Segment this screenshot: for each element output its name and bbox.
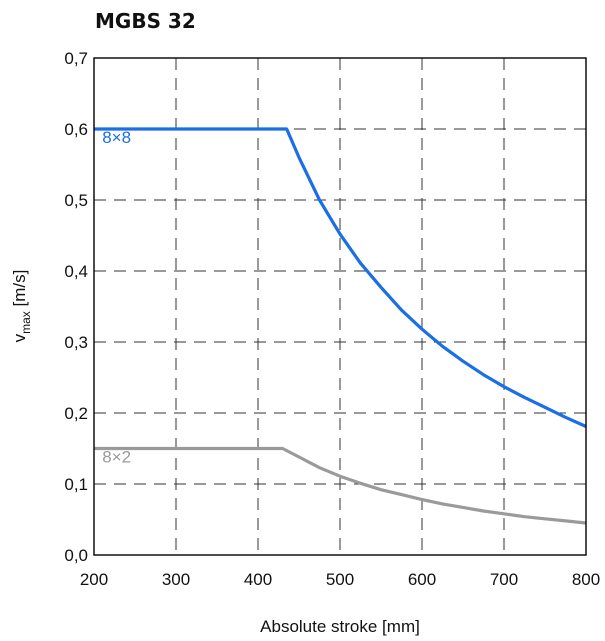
- y-tick-label: 0,5: [64, 191, 88, 210]
- series-group: [94, 127, 587, 525]
- x-tick-label: 800: [572, 570, 600, 589]
- series-line-8x8: [94, 127, 587, 428]
- series-label-8x8: 8×8: [102, 128, 131, 147]
- y-tick-label: 0,3: [64, 333, 88, 352]
- y-axis-label-unit: [m/s]: [10, 270, 29, 312]
- x-tick-label: 200: [80, 570, 108, 589]
- y-tick-labels: 0,0 0,1 0,2 0,3 0,4 0,5 0,6 0,7: [64, 49, 88, 565]
- x-tick-label: 500: [326, 570, 354, 589]
- chart-title: MGBS 32: [95, 9, 196, 33]
- x-tick-labels: 200 300 400 500 600 700 800: [80, 570, 600, 589]
- y-tick-label: 0,4: [64, 262, 88, 281]
- x-tick-label: 600: [408, 570, 436, 589]
- y-axis-label: vmax [m/s]: [10, 270, 33, 343]
- y-tick-label: 0,1: [64, 475, 88, 494]
- y-axis-label-sub: max: [19, 311, 33, 334]
- x-tick-label: 700: [490, 570, 518, 589]
- y-tick-label: 0,2: [64, 404, 88, 423]
- plot-frame: [93, 57, 587, 556]
- series-labels: 8×8 8×2: [102, 128, 131, 467]
- y-tick-label: 0,0: [64, 546, 88, 565]
- series-label-8x2: 8×2: [102, 448, 131, 467]
- series-line-8x2: [94, 446, 587, 525]
- grid: [94, 58, 586, 555]
- x-tick-label: 400: [244, 570, 272, 589]
- y-tick-label: 0,7: [64, 49, 88, 68]
- y-tick-label: 0,6: [64, 120, 88, 139]
- x-axis-label: Absolute stroke [mm]: [260, 617, 420, 636]
- y-axis-label-main: v: [10, 333, 29, 342]
- x-tick-label: 300: [162, 570, 190, 589]
